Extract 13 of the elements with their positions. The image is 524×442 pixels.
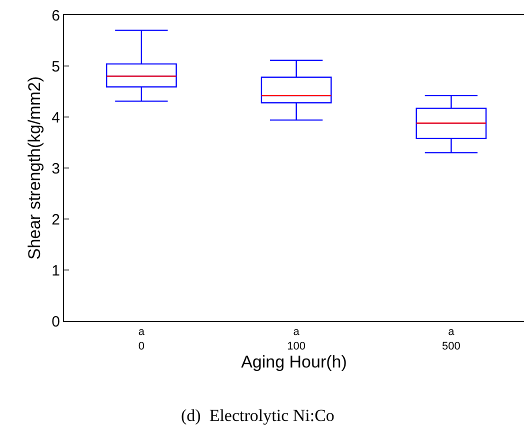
y-tick-label: 5 <box>52 58 60 76</box>
y-tick-label: 4 <box>52 109 60 126</box>
text: (d) Electrolytic Ni:Co <box>181 406 334 425</box>
y-tick-label: 1 <box>52 262 60 280</box>
x-tick-label: a 500 <box>442 326 460 352</box>
y-tick-label: 3 <box>52 160 60 178</box>
y-tick-label: 6 <box>52 7 60 24</box>
x-tick-label: a 100 <box>287 326 306 352</box>
x-axis-title: Aging Hour(h) <box>241 352 347 372</box>
x-tick-label: a 0 <box>138 326 146 352</box>
y-tick-label: 0 <box>52 313 60 330</box>
y-tick-label: 2 <box>52 211 60 228</box>
y-axis-title: Shear strength(kg/mm2) <box>25 76 44 260</box>
